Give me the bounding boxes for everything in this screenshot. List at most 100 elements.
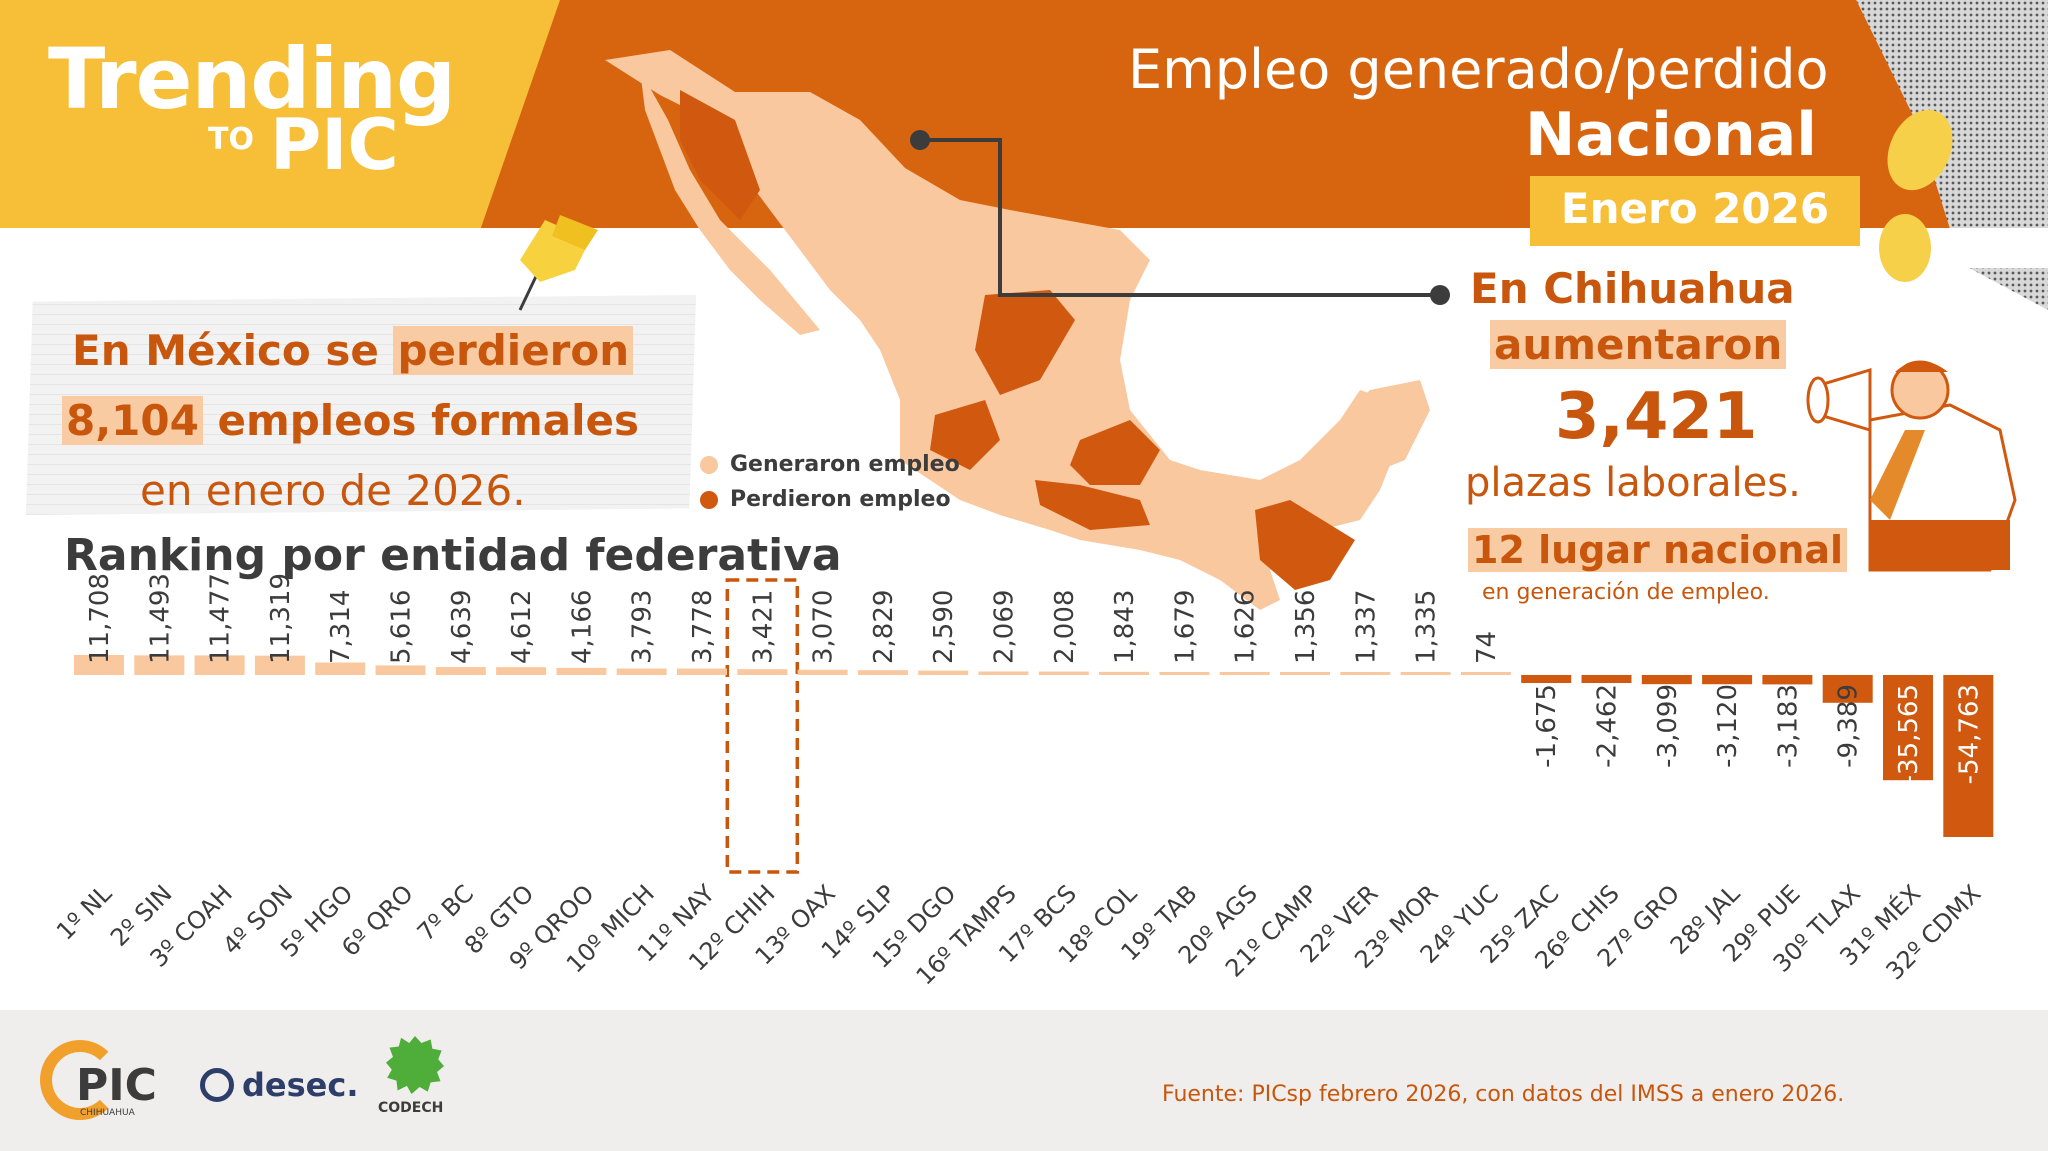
- chihuahua-subtitle: plazas laborales.: [1465, 460, 1801, 506]
- summary-prefix: En México se: [72, 326, 394, 375]
- legend-gain-label: Generaron empleo: [730, 452, 960, 477]
- value-label-24-yuc: 74: [1472, 631, 1502, 664]
- brand-tab: [0, 0, 560, 258]
- bar-6-qro: [375, 665, 426, 675]
- bar-32-cdmx: [1943, 675, 1994, 837]
- map-yucatan: [1340, 380, 1430, 470]
- map-baja: [640, 70, 820, 335]
- bar-3-coah: [194, 655, 245, 675]
- brand-title: Trending: [48, 30, 456, 128]
- bar-10-mich: [616, 668, 667, 675]
- value-label-7-bc: 4,639: [447, 590, 477, 664]
- bar-9-qroo: [556, 667, 607, 675]
- map-loss-chis: [1255, 500, 1355, 590]
- map-loss-center: [1070, 420, 1160, 485]
- bar-22-ver: [1340, 672, 1391, 675]
- chart-value-labels: 11,708 11,493 11,477 11,319 7,314 5,616 4,639 4…: [85, 573, 1984, 784]
- chart-highlight-layer: [725, 578, 800, 874]
- value-label-16-tamps: 2,069: [990, 590, 1020, 664]
- bar-16-tamps: [978, 671, 1029, 675]
- value-label-8-gto: 4,612: [507, 590, 537, 664]
- brand-to: TO: [208, 122, 254, 157]
- megaphone-person-icon: [1806, 360, 2017, 572]
- value-label-18-col: 1,843: [1110, 590, 1140, 664]
- pic-logo-text: PIC: [76, 1060, 157, 1111]
- value-label-23-mor: 1,335: [1412, 590, 1442, 664]
- header-title: Empleo generado/perdido: [1128, 38, 1829, 101]
- connector-end-dot: [1430, 285, 1450, 305]
- connector-start-dot: [910, 130, 930, 150]
- bar-20-ags: [1219, 672, 1270, 675]
- legend-loss-label: Perdieron empleo: [730, 487, 951, 512]
- value-label-4-son: 11,319: [266, 573, 296, 664]
- highlight-box-12-chih: [725, 578, 800, 874]
- chihuahua-connector: [920, 138, 1440, 297]
- value-label-13-oax: 3,070: [809, 590, 839, 664]
- yellow-doodle-2: [1879, 214, 1931, 282]
- map-loss-son: [680, 90, 760, 220]
- value-label-17-bcs: 2,008: [1050, 590, 1080, 664]
- legend-loss-swatch: [700, 490, 718, 509]
- footer: [0, 1010, 2048, 1151]
- bar-23-mor: [1400, 672, 1451, 675]
- summary-line-2: 8,104 empleos formales: [62, 396, 639, 445]
- value-label-9-qroo: 4,166: [567, 590, 597, 664]
- summary-lost-number: 8,104: [62, 396, 203, 445]
- value-label-12-chih: 3,421: [748, 590, 778, 664]
- value-label-2-sin: 11,493: [145, 573, 175, 664]
- value-label-20-ags: 1,626: [1231, 590, 1261, 664]
- value-label-31-m-x: -35,565: [1894, 684, 1924, 784]
- bar-13-oax: [797, 669, 848, 675]
- codech-logo-text: CODECH: [378, 1100, 444, 1116]
- summary-suffix: empleos formales: [202, 396, 639, 445]
- value-label-21-camp: 1,356: [1291, 590, 1321, 664]
- value-label-10-mich: 3,793: [628, 590, 658, 664]
- date-label: Enero 2026: [1560, 184, 1830, 233]
- value-label-14-slp: 2,829: [869, 590, 899, 664]
- desec-logo-text: desec.: [242, 1066, 359, 1104]
- pic-logo-subtext: CHIHUAHUA: [80, 1108, 135, 1118]
- bar-29-pue: [1762, 675, 1813, 685]
- bar-14-slp: [857, 670, 908, 675]
- chihuahua-rank-sub: en generación de empleo.: [1482, 580, 1770, 605]
- bar-15-dgo: [918, 670, 969, 675]
- value-label-28-jal: -3,120: [1713, 684, 1743, 768]
- mexico-map: [605, 50, 1430, 610]
- bar-31-m-x: [1883, 675, 1933, 781]
- header-subtitle: Nacional: [1525, 100, 1817, 170]
- summary-line-1: En México se perdieron: [72, 326, 634, 375]
- bar-2-sin: [134, 655, 185, 675]
- date-badge: [1530, 176, 1860, 246]
- bar-11-nay: [677, 668, 727, 675]
- summary-line-3: en enero de 2026.: [140, 466, 526, 515]
- chihuahua-rank: 12 lugar nacional: [1468, 528, 1848, 572]
- value-label-29-pue: -3,183: [1773, 684, 1803, 768]
- bar-24-yuc: [1460, 672, 1511, 675]
- map-loss-gro: [1035, 480, 1150, 530]
- summary-highlight-lost: perdieron: [393, 326, 634, 375]
- value-label-15-dgo: 2,590: [929, 590, 959, 664]
- bar-1-nl: [74, 655, 124, 675]
- chihuahua-increase-label: aumentaron: [1490, 320, 1787, 369]
- bar-17-bcs: [1038, 671, 1089, 675]
- value-label-19-tab: 1,679: [1170, 590, 1200, 664]
- desec-logo-icon: [200, 1068, 234, 1102]
- value-label-5-hgo: 7,314: [326, 590, 356, 664]
- bar-4-son: [254, 655, 305, 675]
- value-label-27-gro: -3,099: [1653, 684, 1683, 768]
- yellow-doodle-1: [1887, 109, 1953, 191]
- value-label-22-ver: 1,337: [1351, 590, 1381, 664]
- chart-title: Ranking por entidad federativa: [64, 530, 842, 581]
- bar-27-gro: [1641, 675, 1692, 685]
- bar-25-zac: [1521, 675, 1572, 683]
- legend-gain: Generaron empleo: [700, 452, 960, 477]
- bar-30-tlax: [1822, 675, 1873, 703]
- value-label-3-coah: 11,477: [206, 573, 236, 664]
- bar-28-jal: [1702, 675, 1753, 685]
- bar-21-camp: [1280, 672, 1330, 675]
- bar-8-gto: [496, 667, 547, 675]
- map-loss-zac: [975, 290, 1075, 395]
- bar-18-col: [1099, 671, 1150, 675]
